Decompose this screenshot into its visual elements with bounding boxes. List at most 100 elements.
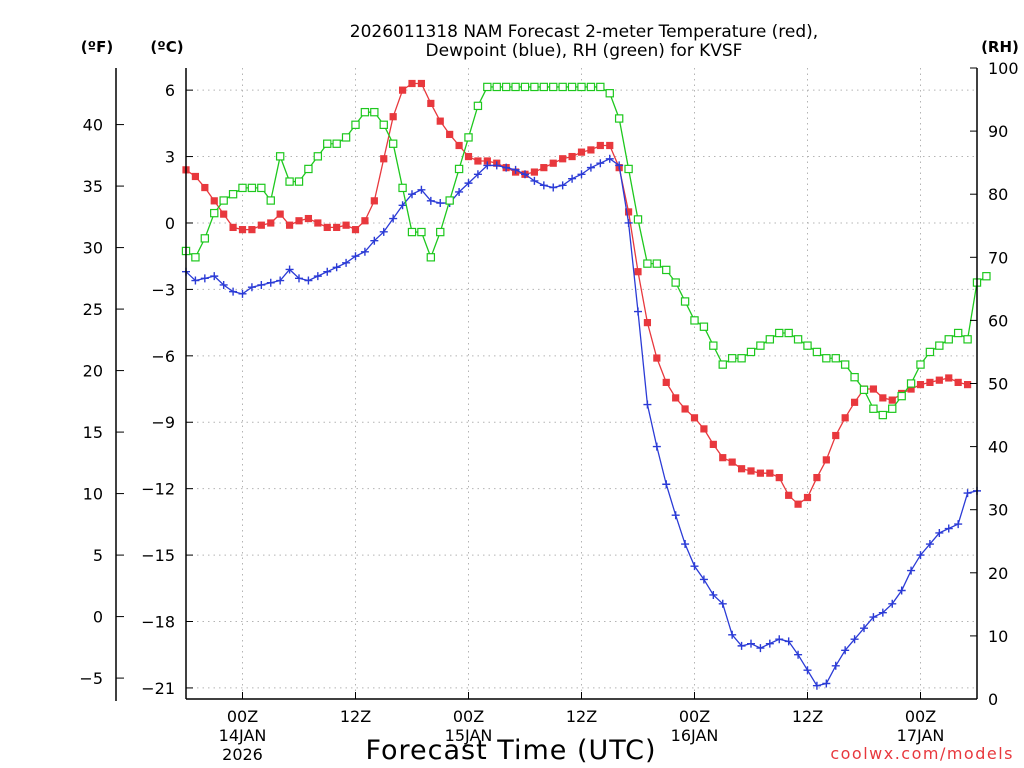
2-meter-temperature-point [954,378,962,386]
rh-tick-label: 90 [988,122,1008,141]
time-tick-label: 12Z [340,707,371,726]
celsius-tick-label: 6 [165,81,175,100]
2-meter-temperature-point [728,458,736,466]
dewpoint-point [605,154,614,163]
rh-tick-label: 0 [988,690,998,709]
dewpoint-point [907,566,916,575]
2-meter-temperature-point [888,396,896,404]
2-meter-temperature-point [841,414,849,422]
axes: −50510152025303540−21−18−15−12−9−6−30360… [79,59,1018,764]
relative-humidity-point [803,341,812,350]
series-layer [181,79,991,690]
dewpoint-point [652,442,661,451]
2-meter-temperature-point [813,473,821,482]
2-meter-temperature-point [210,197,218,205]
2-meter-temperature-point [314,219,322,227]
relative-humidity-point [906,379,916,388]
2-meter-temperature-point [201,183,209,192]
dewpoint-point [634,307,642,316]
2-meter-temperature-point [662,378,670,386]
relative-humidity-point [464,133,473,142]
dewpoint-point [304,276,313,285]
2-meter-temperature-point [803,493,812,502]
dewpoint-point [756,644,765,653]
2-meter-temperature-point [361,217,369,225]
dewpoint-point [681,540,690,549]
dewpoint-point [313,272,322,281]
fahrenheit-tick-label: 15 [83,423,103,442]
dewpoint-point [257,280,266,289]
relative-humidity-point [483,82,492,92]
time-tick-label: 00Z [227,707,258,726]
2-meter-temperature-point [624,208,633,216]
2-meter-temperature-point [464,152,473,161]
2-meter-temperature-point [709,440,717,448]
2-meter-temperature-point [850,398,859,406]
relative-humidity-point [614,114,624,123]
time-tick-label: 00Z [679,707,710,726]
relative-humidity-point [633,215,643,224]
2-meter-temperature-point [568,152,576,161]
relative-humidity-point [756,341,765,350]
relative-humidity-point [718,360,727,369]
2-meter-temperature-point [587,146,595,154]
fahrenheit-tick-label: 35 [83,177,103,196]
2-meter-temperature-point [342,221,350,229]
relative-humidity-point [492,82,501,92]
relative-humidity-point [520,82,530,92]
dewpoint-point [662,480,671,489]
dewpoint-point [511,165,520,174]
relative-humidity-point [238,183,247,193]
rh-tick-label: 70 [988,248,1008,267]
relative-humidity-point [643,259,652,268]
fahrenheit-axis-unit: (ºF) [81,38,113,56]
dewpoint-point [812,681,821,690]
dewpoint-point [295,274,303,283]
2-meter-temperature-point [417,79,426,88]
2-meter-temperature-point [794,500,802,508]
dewpoint-point [521,170,529,179]
celsius-tick-label: 3 [165,148,175,167]
relative-humidity-point [313,152,323,161]
2-meter-temperature-point [606,141,614,150]
dewpoint-point [417,185,426,194]
relative-humidity-point [775,328,784,338]
relative-humidity-point [332,139,341,148]
relative-humidity-point [200,234,210,243]
fahrenheit-tick-label: 30 [83,239,103,258]
relative-humidity-point [191,253,200,262]
dewpoint-point [916,551,925,560]
rh-tick-label: 30 [988,501,1008,520]
dewpoint-point [878,608,887,617]
celsius-tick-label: 0 [165,214,175,233]
relative-humidity-point [210,208,219,218]
2-meter-temperature-point [455,141,463,150]
2-meter-temperature-point [408,79,416,88]
relative-humidity-point [257,183,266,193]
relative-humidity-point [454,164,464,174]
2-meter-temperature-point [935,376,943,384]
dewpoint-point [558,181,567,190]
dewpoint-point [200,274,209,283]
rh-tick-label: 50 [988,375,1008,394]
dewpoint-point [671,511,680,520]
relative-humidity-point [935,341,944,350]
2-meter-temperature-point [879,394,887,402]
relative-humidity-point [897,391,906,401]
dewpoint-point [502,163,511,172]
2-meter-temperature-point [191,172,200,181]
2-meter-temperature-point [559,155,567,163]
time-tick-label: 12Z [566,707,597,726]
chart-subtitle: Dewpoint (blue), RH (green) for KVSF [426,41,743,61]
2-meter-temperature-point [945,374,953,382]
2-meter-temperature-point [304,214,313,223]
dewpoint-point [247,283,256,292]
fahrenheit-tick-label: 40 [83,116,103,135]
relative-humidity-point [699,322,709,331]
rh-tick-label: 80 [988,185,1008,204]
relative-humidity-point [869,404,878,413]
dewpoint-point [568,174,577,183]
celsius-tick-label: −15 [141,546,175,565]
2-meter-temperature-point [295,217,303,225]
